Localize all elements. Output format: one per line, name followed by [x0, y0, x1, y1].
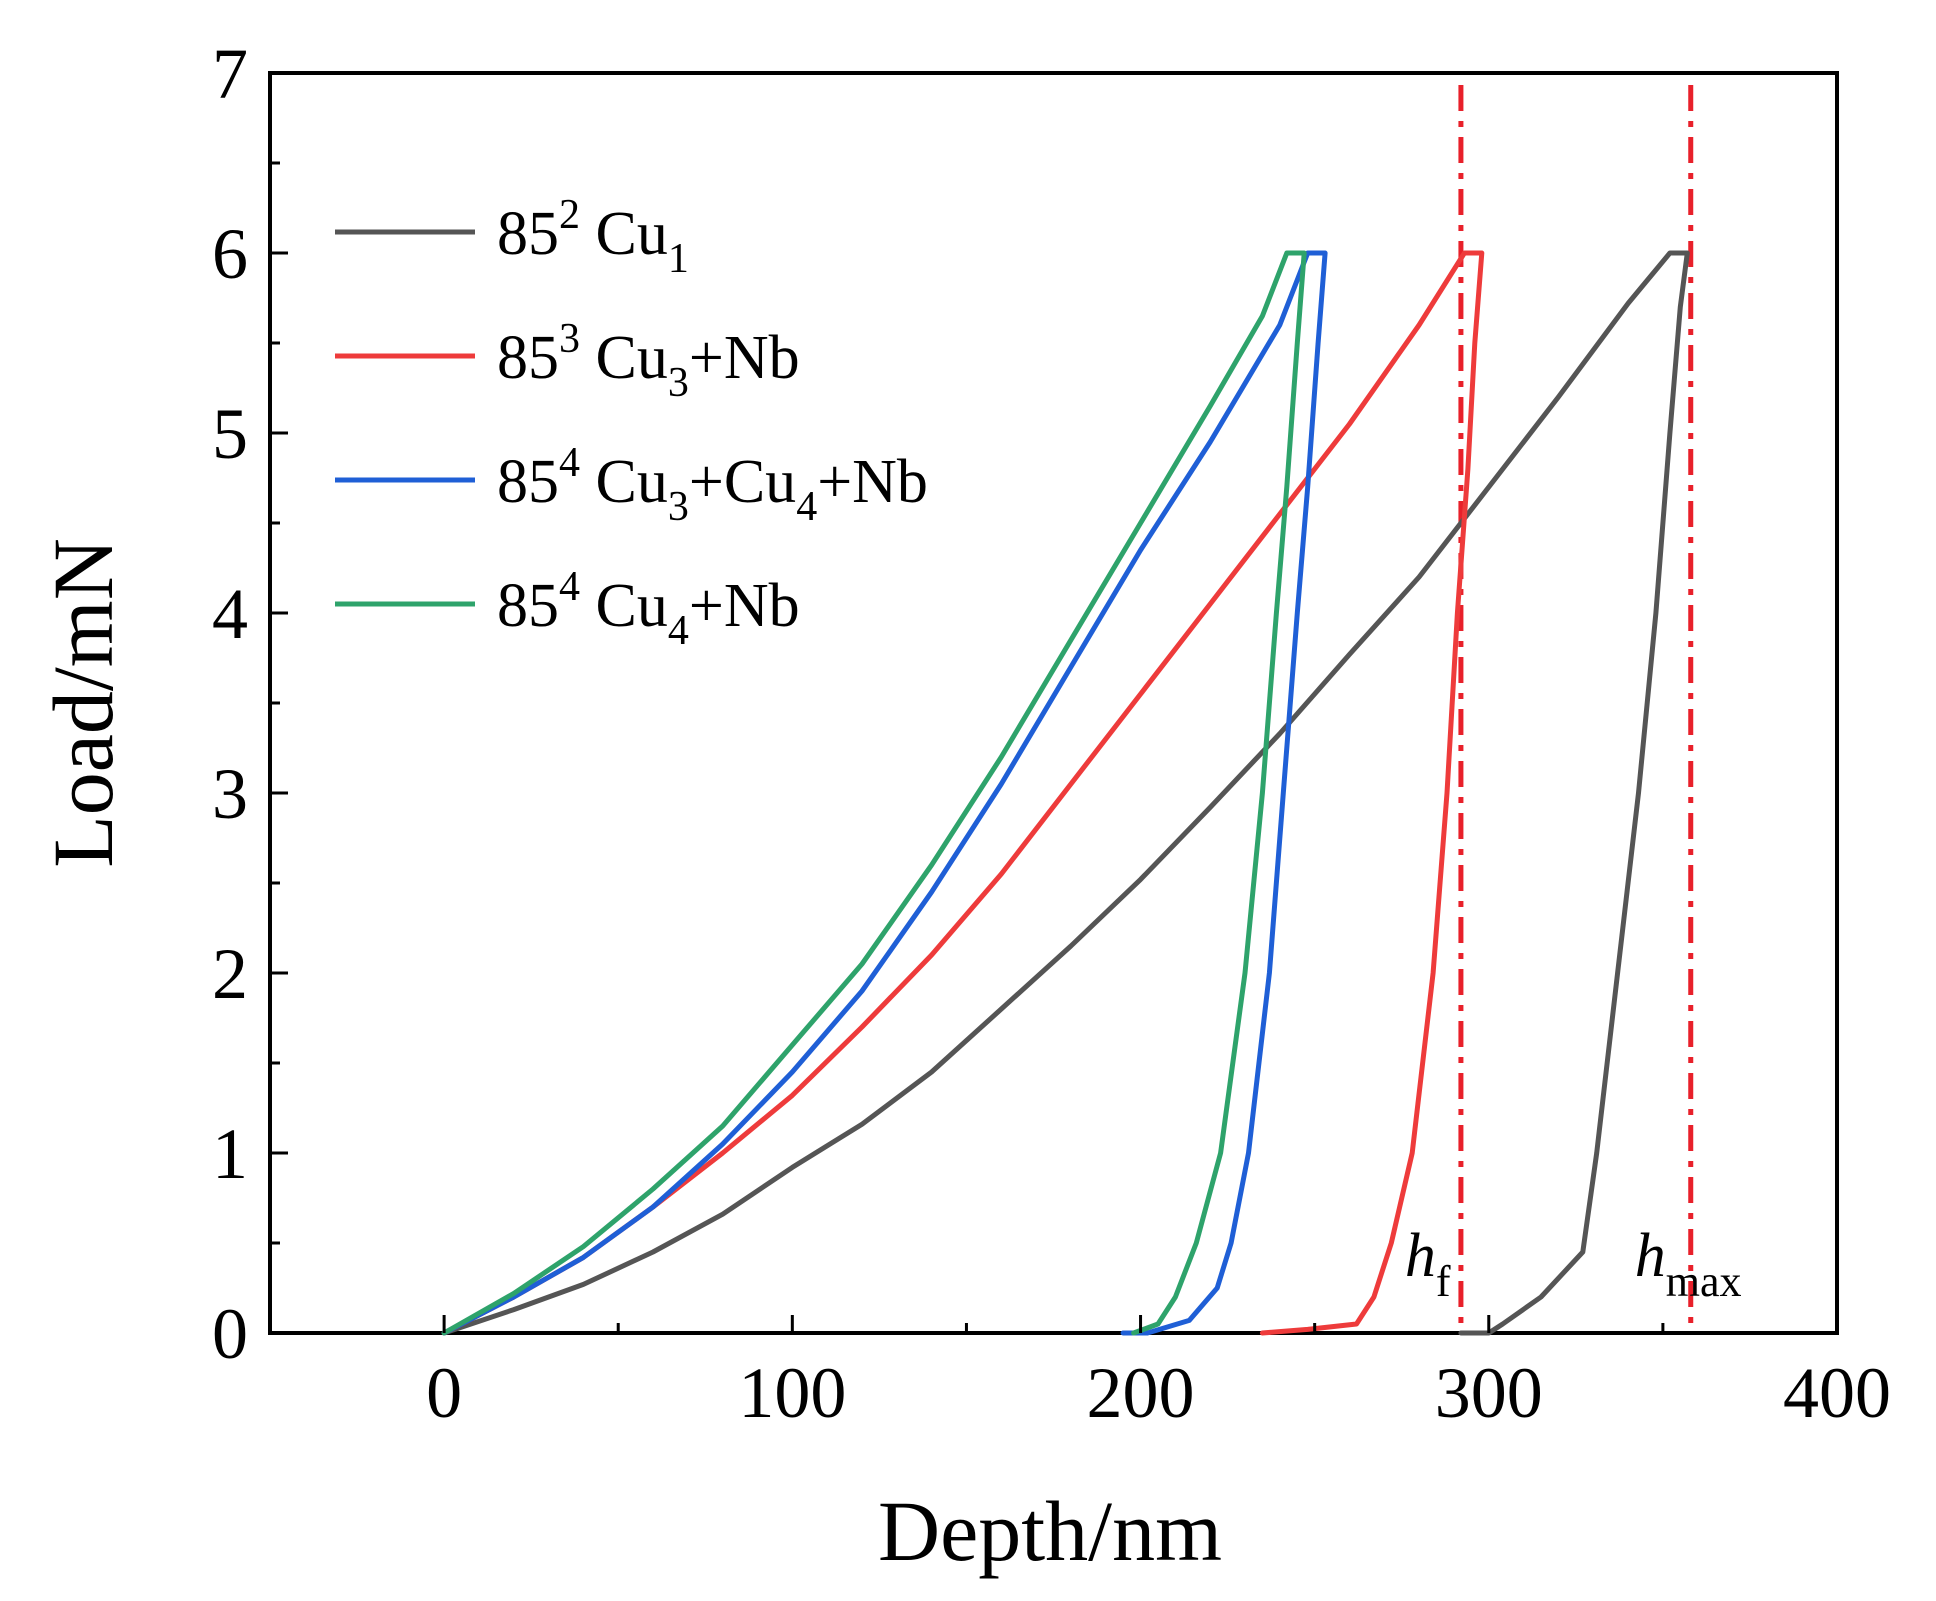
series-line-1 [441, 250, 1690, 1336]
y-axis-ticks: 0 1 2 3 4 5 6 7 [212, 34, 288, 1374]
series-line-3 [441, 250, 1328, 1336]
reference-lines [1458, 85, 1694, 1333]
y-tick-label: 6 [212, 214, 248, 294]
reference-line-labels: hf hmax [1405, 1222, 1742, 1306]
y-tick-label: 0 [212, 1294, 248, 1374]
x-tick-label: 400 [1783, 1353, 1891, 1433]
y-axis-title: Load/mN [35, 538, 131, 868]
x-tick-label: 200 [1087, 1353, 1195, 1433]
y-tick-label: 1 [212, 1114, 248, 1194]
x-axis-title: Depth/nm [878, 1483, 1222, 1579]
data-series [441, 250, 1690, 1336]
legend-label-2: 853 Cu3+Nb [497, 316, 800, 406]
y-tick-label: 7 [212, 34, 248, 114]
reference-label-max: hmax [1635, 1222, 1742, 1306]
y-tick-label: 5 [212, 394, 248, 474]
y-tick-label: 3 [212, 754, 248, 834]
legend-label-3: 854 Cu3+Cu4+Nb [497, 440, 928, 530]
x-axis-ticks: 0 100 200 300 400 [268, 1315, 1891, 1433]
legend-label-1: 852 Cu1 [497, 192, 689, 282]
legend: 852 Cu1 853 Cu3+Nb 854 Cu3+Cu4+Nb 854 Cu4+N… [335, 192, 928, 654]
x-tick-label: 300 [1435, 1353, 1543, 1433]
x-tick-label: 100 [738, 1353, 846, 1433]
x-tick-label: 0 [426, 1353, 462, 1433]
series-line-4 [441, 250, 1307, 1336]
reference-label-f: hf [1405, 1222, 1451, 1306]
series-line-2 [441, 250, 1485, 1336]
legend-label-4: 854 Cu4+Nb [497, 564, 800, 654]
y-tick-label: 4 [212, 574, 248, 654]
y-tick-label: 2 [212, 934, 248, 1014]
